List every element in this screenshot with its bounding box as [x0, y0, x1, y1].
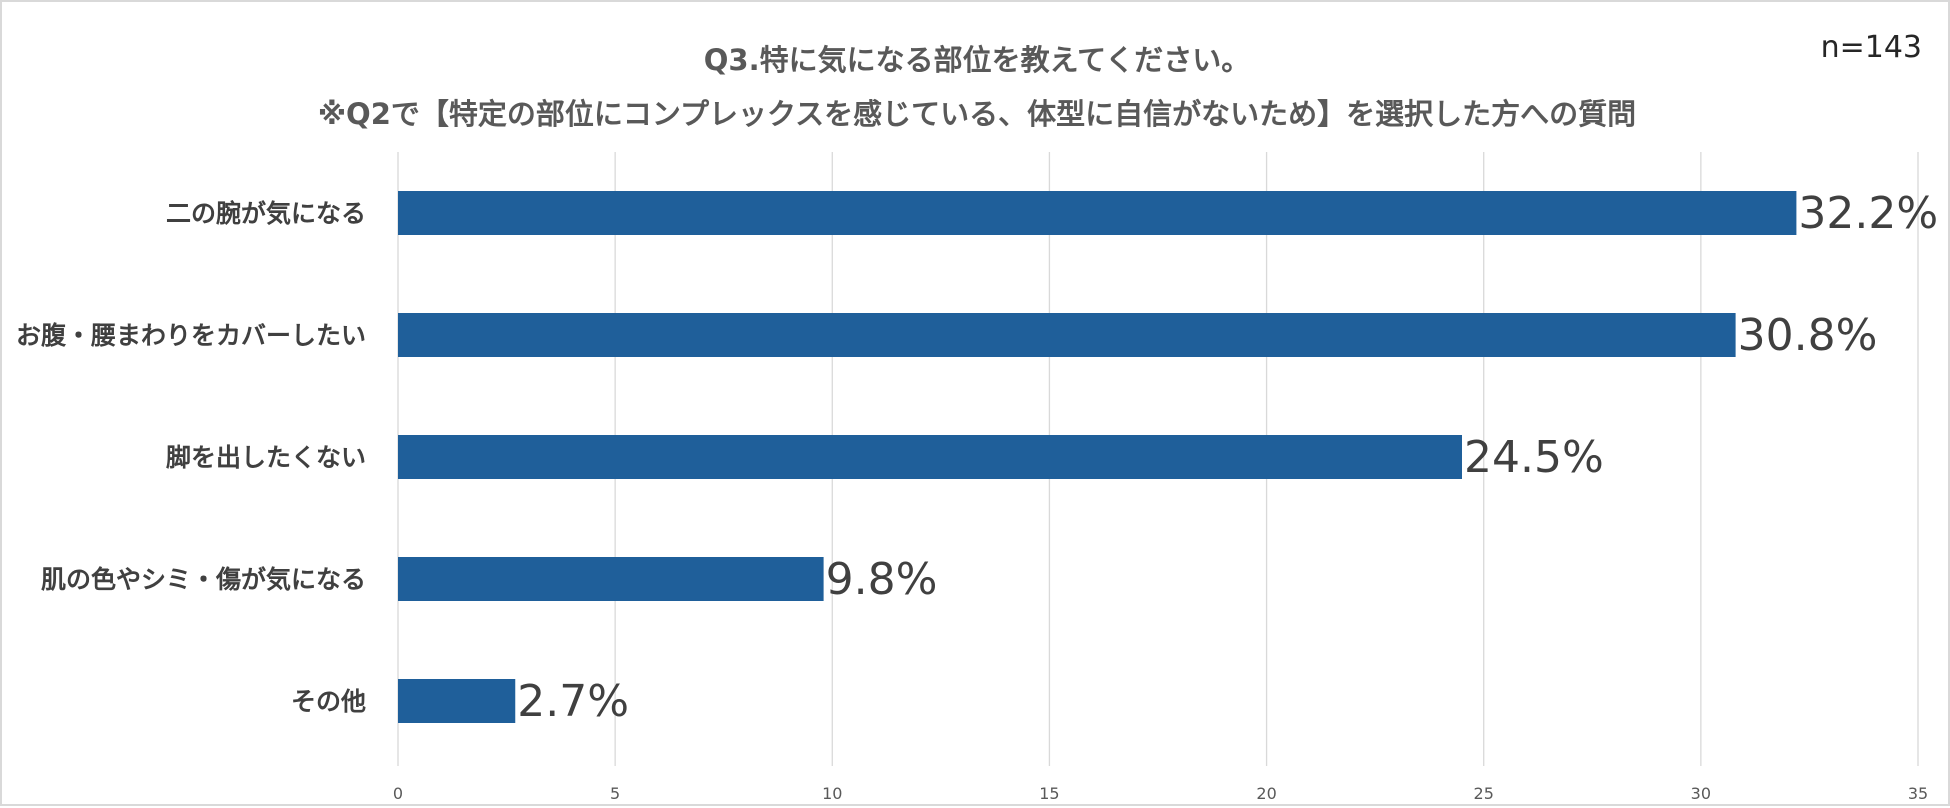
x-tick-label: 0	[393, 784, 403, 803]
bar	[398, 557, 824, 601]
data-label: 30.8%	[1738, 310, 1878, 361]
chart-subtitle: ※Q2で【特定の部位にコンプレックスを感じている、体型に自信がないため】を選択し…	[318, 97, 1636, 131]
category-labels: 二の腕が気になるお腹・腰まわりをカバーしたい脚を出したくない肌の色やシミ・傷が気…	[16, 199, 366, 716]
chart-title: Q3.特に気になる部位を教えてください。	[704, 43, 1251, 77]
bar	[398, 313, 1736, 357]
category-label: 二の腕が気になる	[166, 199, 366, 228]
x-tick-label: 15	[1039, 784, 1059, 803]
data-label: 9.8%	[826, 554, 938, 605]
x-tick-label: 10	[822, 784, 842, 803]
x-tick-label: 30	[1691, 784, 1711, 803]
x-axis-tick-labels: 0 5 10 15 20 25 30 35	[393, 784, 1928, 803]
bars	[398, 191, 1797, 723]
x-tick-label: 5	[610, 784, 620, 803]
data-label: 2.7%	[517, 676, 629, 727]
bar	[398, 191, 1797, 235]
category-label: お腹・腰まわりをカバーしたい	[16, 321, 366, 350]
category-label: その他	[291, 687, 366, 716]
category-label: 肌の色やシミ・傷が気になる	[41, 565, 366, 594]
sample-size-label: n=143	[1821, 30, 1922, 65]
data-label: 24.5%	[1464, 432, 1604, 483]
x-tick-label: 20	[1256, 784, 1276, 803]
bar	[398, 679, 516, 723]
bar	[398, 435, 1462, 479]
x-tick-label: 35	[1908, 784, 1928, 803]
category-label: 脚を出したくない	[166, 443, 366, 472]
x-tick-label: 25	[1474, 784, 1494, 803]
data-labels: 32.2% 30.8% 24.5% 9.8% 2.7%	[517, 188, 1938, 727]
data-label: 32.2%	[1798, 188, 1938, 239]
